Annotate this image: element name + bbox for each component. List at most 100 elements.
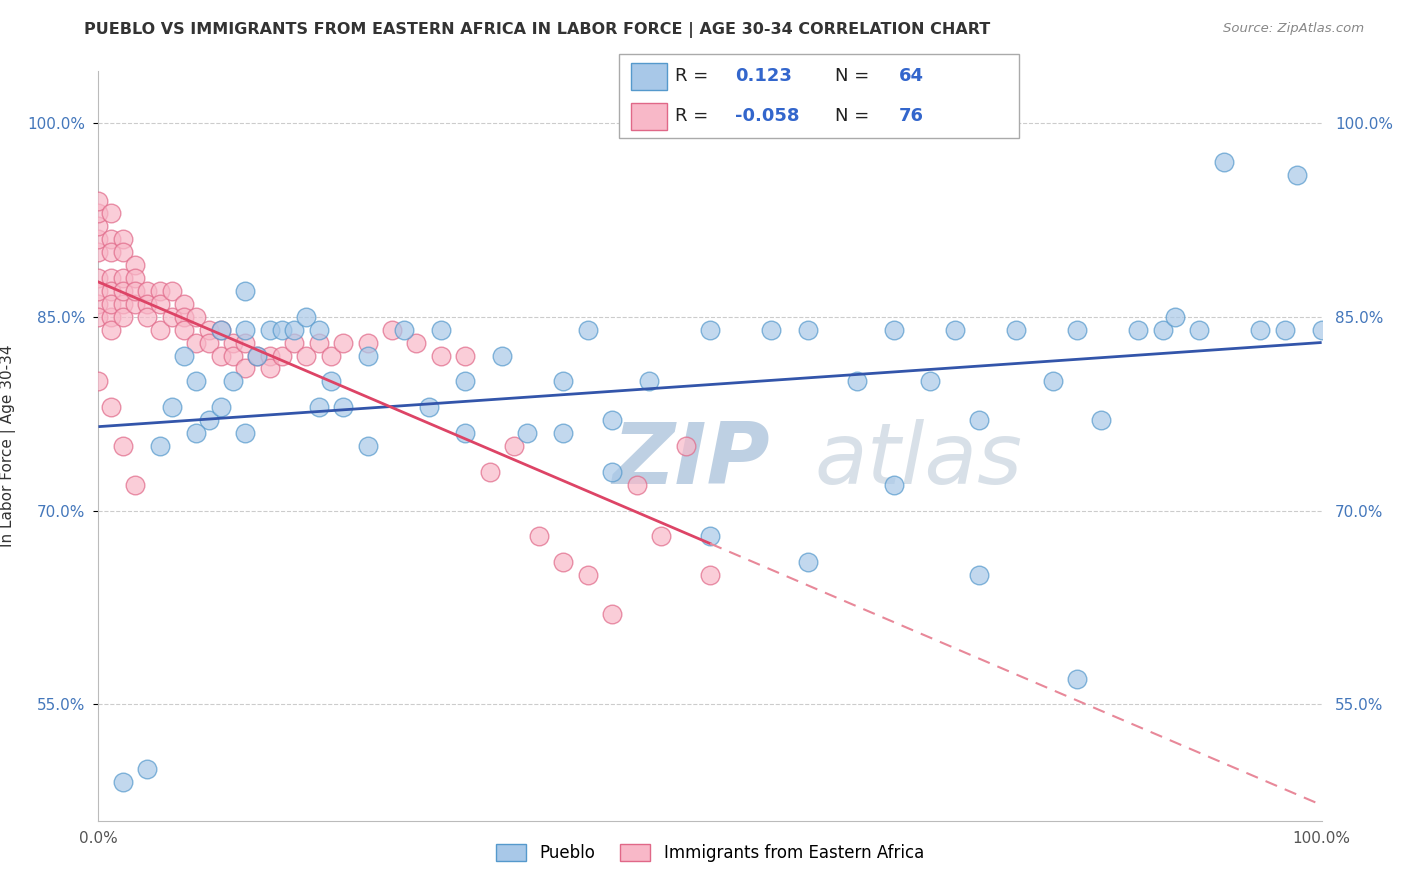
Text: atlas: atlas	[814, 419, 1022, 502]
Point	[478, 465, 501, 479]
Text: -0.058: -0.058	[735, 107, 800, 125]
Point	[87, 219, 110, 234]
Point	[233, 284, 256, 298]
Point	[136, 297, 159, 311]
Point	[209, 323, 232, 337]
Point	[87, 297, 110, 311]
Y-axis label: In Labor Force | Age 30-34: In Labor Force | Age 30-34	[0, 344, 15, 548]
Point	[87, 271, 110, 285]
Point	[100, 401, 122, 415]
Point	[259, 323, 281, 337]
Point	[100, 297, 122, 311]
Point	[246, 349, 269, 363]
Point	[527, 529, 550, 543]
Point	[356, 349, 378, 363]
Point	[1212, 154, 1234, 169]
Point	[136, 762, 159, 776]
Point	[100, 245, 122, 260]
Point	[295, 349, 318, 363]
Text: PUEBLO VS IMMIGRANTS FROM EASTERN AFRICA IN LABOR FORCE | AGE 30-34 CORRELATION : PUEBLO VS IMMIGRANTS FROM EASTERN AFRICA…	[84, 22, 991, 38]
Point	[967, 568, 990, 582]
Point	[797, 555, 820, 569]
Point	[332, 335, 354, 350]
Point	[553, 375, 575, 389]
Point	[1128, 323, 1150, 337]
Point	[100, 206, 122, 220]
Point	[430, 323, 453, 337]
Point	[699, 529, 721, 543]
Point	[761, 323, 783, 337]
Point	[1249, 323, 1271, 337]
Text: 76: 76	[900, 107, 924, 125]
Point	[233, 323, 256, 337]
Point	[222, 349, 245, 363]
Point	[149, 297, 172, 311]
Point	[197, 335, 219, 350]
Point	[308, 323, 330, 337]
Point	[87, 194, 110, 208]
Point	[283, 335, 305, 350]
Point	[233, 335, 256, 350]
Point	[270, 349, 294, 363]
Point	[186, 310, 208, 324]
Point	[160, 310, 183, 324]
FancyBboxPatch shape	[619, 54, 1019, 138]
Point	[270, 323, 294, 337]
Point	[392, 323, 416, 337]
Point	[1188, 323, 1211, 337]
Point	[295, 310, 318, 324]
Point	[160, 284, 183, 298]
Point	[576, 323, 599, 337]
Point	[454, 349, 477, 363]
Point	[883, 477, 905, 491]
Point	[197, 413, 219, 427]
Point	[186, 335, 208, 350]
Point	[222, 335, 245, 350]
Text: N =: N =	[835, 68, 869, 86]
Point	[600, 465, 623, 479]
Point	[124, 297, 146, 311]
Point	[454, 375, 477, 389]
Point	[319, 349, 342, 363]
Point	[87, 375, 110, 389]
Point	[1090, 413, 1112, 427]
Point	[1310, 323, 1333, 337]
Point	[319, 375, 342, 389]
Point	[600, 413, 623, 427]
Point	[246, 349, 269, 363]
Text: N =: N =	[835, 107, 869, 125]
Point	[675, 439, 697, 453]
Point	[1164, 310, 1187, 324]
Point	[111, 775, 134, 789]
Point	[259, 361, 281, 376]
Point	[100, 323, 122, 337]
Point	[405, 335, 427, 350]
Point	[699, 568, 721, 582]
Point	[1042, 375, 1064, 389]
Point	[1004, 323, 1026, 337]
FancyBboxPatch shape	[631, 62, 666, 90]
Point	[186, 426, 208, 441]
Text: 64: 64	[900, 68, 924, 86]
Point	[149, 323, 172, 337]
Point	[149, 439, 172, 453]
Point	[100, 310, 122, 324]
Point	[283, 323, 305, 337]
Point	[160, 401, 183, 415]
Point	[1066, 323, 1088, 337]
Point	[100, 271, 122, 285]
Point	[136, 284, 159, 298]
Point	[1152, 323, 1174, 337]
Point	[553, 555, 575, 569]
Point	[222, 375, 245, 389]
Point	[430, 349, 453, 363]
Point	[209, 349, 232, 363]
Point	[259, 349, 281, 363]
Point	[149, 284, 172, 298]
Point	[100, 284, 122, 298]
Point	[308, 335, 330, 350]
Point	[515, 426, 537, 441]
Point	[111, 245, 134, 260]
Point	[233, 361, 256, 376]
Point	[1286, 168, 1309, 182]
